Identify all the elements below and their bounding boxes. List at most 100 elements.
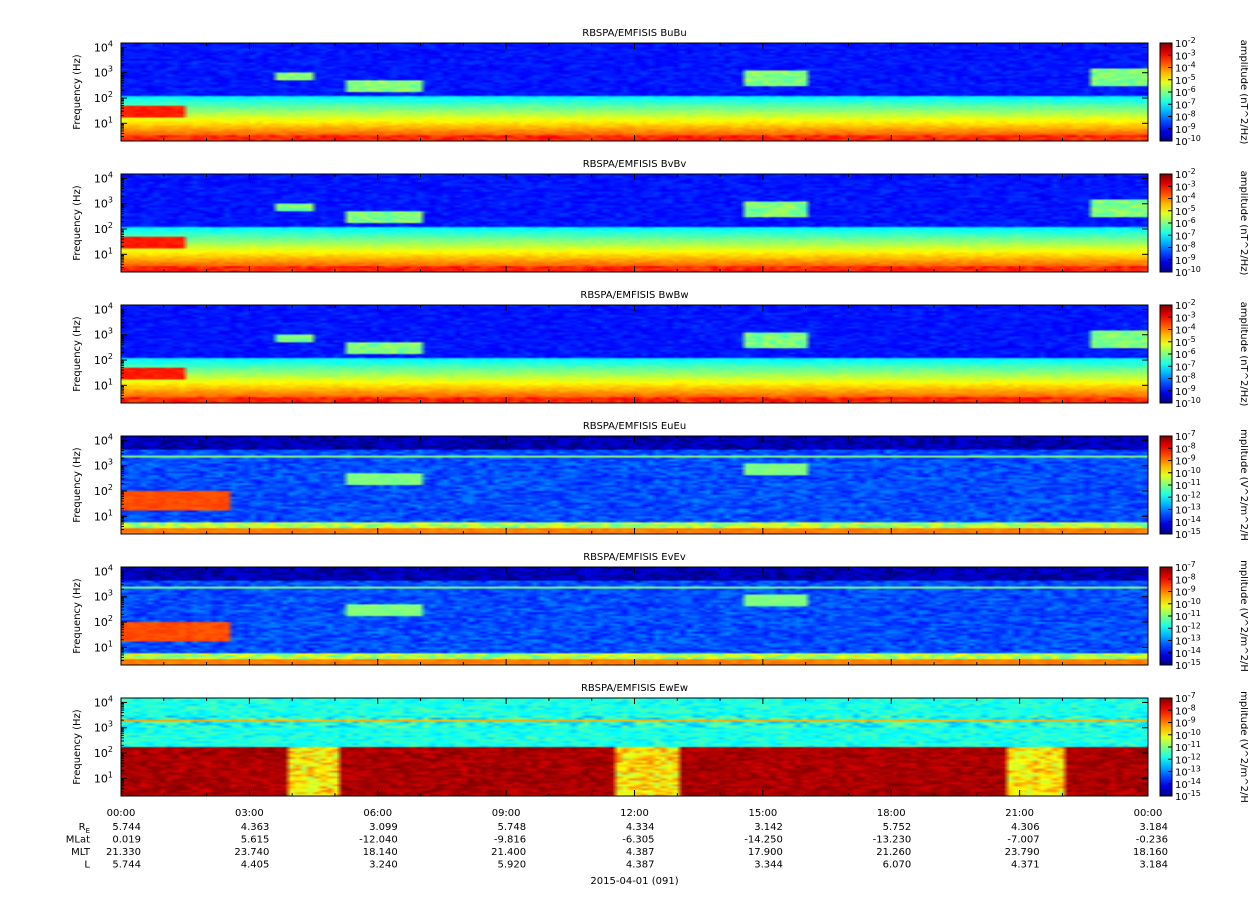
colorbar-tick-label: 10-7	[1175, 97, 1196, 111]
colorbar-tick-label: 10-2	[1175, 36, 1196, 50]
colorbar-tick-label: 10-6	[1175, 85, 1196, 99]
ephemeris-value: 21.400	[491, 847, 526, 858]
ephemeris-value: 18.160	[1133, 847, 1168, 858]
y-axis-label: Frequency (Hz)	[72, 578, 83, 654]
colorbar-tick-label: 10-5	[1175, 335, 1196, 349]
colorbar-tick-label: 10-10	[1175, 597, 1201, 611]
panel-title: RBSPA/EMFISIS BuBu	[582, 28, 686, 39]
y-tick-label: 103	[94, 65, 113, 80]
ephemeris-value: 4.334	[626, 822, 655, 833]
y-tick-label: 104	[94, 432, 113, 447]
colorbar-tick-label: 10-6	[1175, 347, 1196, 361]
ephemeris-row-label: MLT	[71, 847, 91, 858]
colorbar-label: amplitude (nT^2/Hz)	[1238, 302, 1248, 407]
colorbar-tick-label: 10-9	[1175, 384, 1196, 398]
ephemeris-value: 21.260	[876, 847, 911, 858]
panel-1: RBSPA/EMFISIS BuBu 104 103 102 101 Frequency …	[72, 28, 1248, 148]
panel-title: RBSPA/EMFISIS EvEv	[583, 552, 686, 563]
ephemeris-value: 17.900	[748, 847, 783, 858]
colorbar-tick-label: 10-8	[1175, 703, 1196, 717]
ephemeris-value: 4.363	[241, 822, 270, 833]
y-tick-label: 102	[94, 483, 113, 498]
y-tick-label: 104	[94, 563, 113, 578]
x-tick-label: 09:00	[492, 808, 521, 819]
panel-title: RBSPA/EMFISIS EwEw	[581, 683, 688, 694]
ephemeris-value: 4.405	[241, 860, 270, 871]
colorbar-tick-label: 10-7	[1175, 560, 1196, 574]
ephemeris-value: 21.330	[106, 847, 141, 858]
colorbar-tick-label: 10-11	[1175, 609, 1201, 623]
y-tick-label: 101	[94, 770, 113, 785]
spectrogram-image	[121, 43, 1148, 141]
ephemeris-value: 3.184	[1139, 860, 1168, 871]
colorbar-tick-label: 10-8	[1175, 441, 1196, 455]
ephemeris-value: 4.306	[1011, 822, 1040, 833]
colorbar-label: mplitude (V^2/m^2/H	[1238, 429, 1248, 541]
y-tick-label: 103	[94, 327, 113, 342]
y-tick-label: 101	[94, 377, 113, 392]
colorbar-tick-label: 10-13	[1175, 765, 1201, 779]
y-tick-label: 102	[94, 745, 113, 760]
ephemeris-value: 18.140	[363, 847, 398, 858]
y-axis-label: Frequency (Hz)	[72, 447, 83, 523]
ephemeris-value: 23.790	[1005, 847, 1040, 858]
colorbar-tick-label: 10-4	[1175, 323, 1196, 337]
spectrogram-image	[121, 436, 1148, 534]
colorbar-tick-label: 10-13	[1175, 503, 1201, 517]
y-tick-label: 103	[94, 720, 113, 735]
colorbar-tick-label: 10-5	[1175, 73, 1196, 87]
colorbar-tick-label: 10-2	[1175, 298, 1196, 312]
ephemeris-value: 5.615	[241, 835, 270, 846]
panel-3: RBSPA/EMFISIS BwBw 104 103 102 101 Frequency …	[72, 290, 1248, 410]
y-tick-label: 102	[94, 90, 113, 105]
y-tick-label: 104	[94, 170, 113, 185]
x-tick-label: 00:00	[1134, 808, 1163, 819]
y-tick-label: 103	[94, 458, 113, 473]
ephemeris-value: 5.748	[497, 822, 526, 833]
ephemeris-value: 5.752	[883, 822, 912, 833]
y-axis-label: Frequency (Hz)	[72, 709, 83, 785]
y-tick-label: 104	[94, 301, 113, 316]
x-tick-label: 21:00	[1005, 808, 1034, 819]
colorbar-tick-label: 10-9	[1175, 585, 1196, 599]
x-tick-label: 00:00	[107, 808, 136, 819]
colorbar-tick-label: 10-7	[1175, 691, 1196, 705]
colorbar-tick-label: 10-2	[1175, 167, 1196, 181]
colorbar-tick-label: 10-5	[1175, 204, 1196, 218]
colorbar-tick-label: 10-6	[1175, 216, 1196, 230]
colorbar-tick-label: 10-9	[1175, 122, 1196, 136]
colorbar-tick-label: 10-8	[1175, 110, 1196, 124]
y-axis-label: Frequency (Hz)	[72, 316, 83, 392]
colorbar-tick-label: 10-3	[1175, 48, 1196, 62]
colorbar-label: mplitude (V^2/m^2/H	[1238, 560, 1248, 672]
ephemeris-value: -6.305	[622, 835, 654, 846]
panel-6: RBSPA/EMFISIS EwEw 104 103 102 101 Frequency …	[72, 683, 1248, 803]
y-tick-label: 102	[94, 614, 113, 629]
ephemeris-value: -14.250	[744, 835, 783, 846]
colorbar-tick-label: 10-15	[1175, 527, 1201, 541]
y-tick-label: 102	[94, 221, 113, 236]
ephemeris-value: -9.816	[494, 835, 526, 846]
panel-title: RBSPA/EMFISIS BwBw	[580, 290, 688, 301]
y-tick-label: 101	[94, 639, 113, 654]
spectrogram-image	[121, 305, 1148, 403]
panel-title: RBSPA/EMFISIS EuEu	[583, 421, 686, 432]
ephemeris-value: 4.387	[626, 847, 655, 858]
ephemeris-value: 3.184	[1139, 822, 1168, 833]
ephemeris-row-label: MLat	[66, 835, 90, 846]
colorbar-tick-label: 10-12	[1175, 621, 1201, 635]
colorbar-tick-label: 10-4	[1175, 192, 1196, 206]
ephemeris-value: -0.236	[1136, 835, 1168, 846]
colorbar-tick-label: 10-7	[1175, 228, 1196, 242]
ephemeris-value: 23.740	[234, 847, 269, 858]
colorbar-tick-label: 10-9	[1175, 454, 1196, 468]
y-tick-label: 101	[94, 115, 113, 130]
panel-2: RBSPA/EMFISIS BvBv 104 103 102 101 Frequency …	[72, 159, 1248, 279]
colorbar-tick-label: 10-10	[1175, 728, 1201, 742]
y-axis-label: Frequency (Hz)	[72, 185, 83, 261]
ephemeris-value: 0.019	[112, 835, 141, 846]
panel-4: RBSPA/EMFISIS EuEu 104 103 102 101 Frequency …	[72, 421, 1248, 541]
ephemeris-value: 5.744	[112, 822, 141, 833]
ephemeris-value: 4.387	[626, 860, 655, 871]
colorbar-tick-label: 10-11	[1175, 740, 1201, 754]
